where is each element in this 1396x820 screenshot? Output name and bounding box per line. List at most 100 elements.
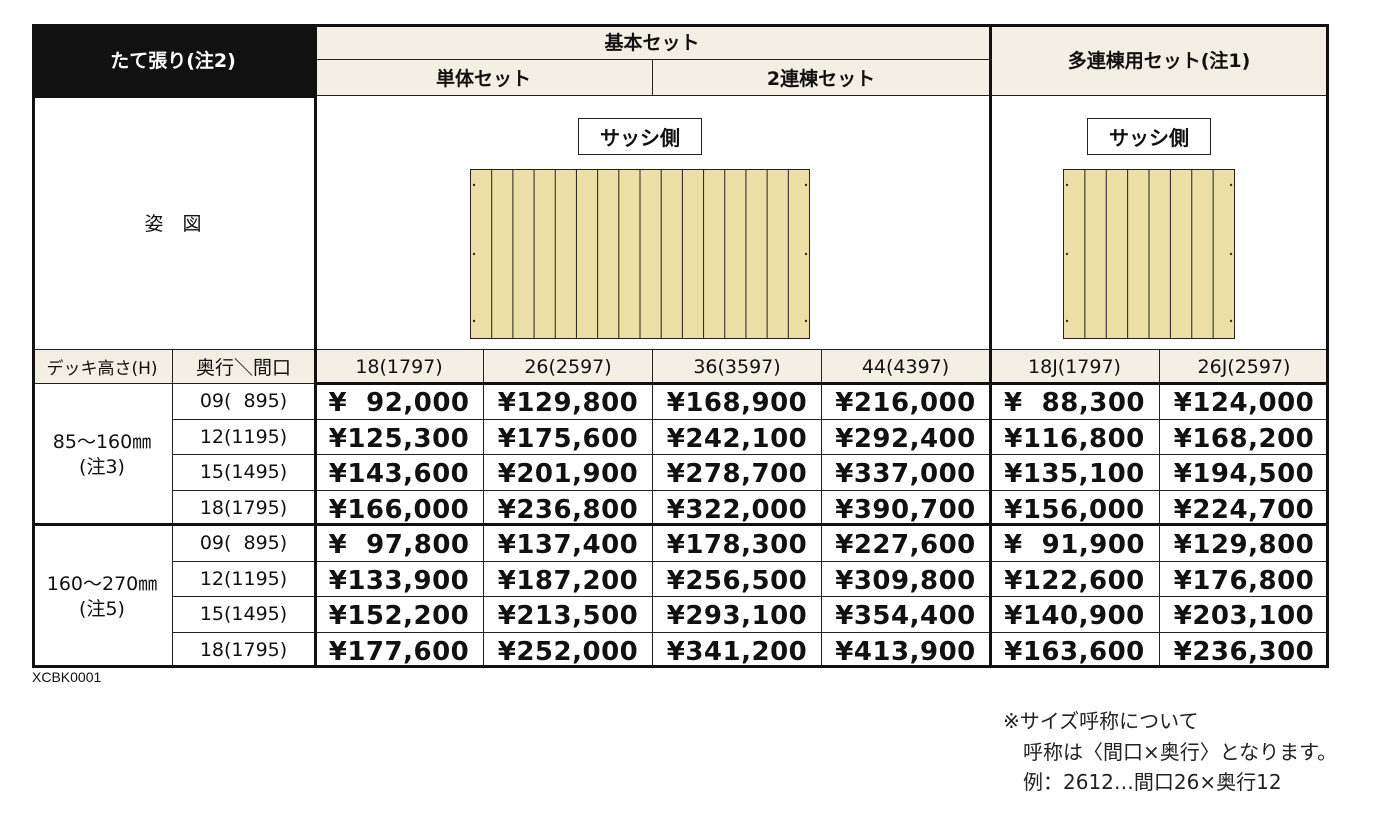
multi-set-label: 多連棟用セット(注1) <box>1067 50 1251 72</box>
price-cell: ¥ 91,900 <box>990 526 1160 562</box>
sash-side-text-basic: サッシ側 <box>600 126 680 150</box>
height-note-label: (注3) <box>79 455 125 478</box>
price-cell: ¥354,400 <box>822 597 990 633</box>
price-cell: ¥178,300 <box>653 526 822 562</box>
price-cell: ¥176,800 <box>1160 561 1329 597</box>
depth-cell: 15(1495) <box>173 455 315 491</box>
depth-width-label: 奥行＼間口 <box>195 357 291 379</box>
column-header: 44(4397) <box>822 350 990 384</box>
sash-side-text-multi: サッシ側 <box>1109 126 1189 150</box>
price-cell: ¥224,700 <box>1160 490 1329 526</box>
price-cell: ¥322,000 <box>653 490 822 526</box>
depth-cell: 18(1795) <box>173 632 315 668</box>
price-cell: ¥227,600 <box>822 526 990 562</box>
price-cell: ¥236,300 <box>1160 632 1329 668</box>
deck-screw-dot <box>472 183 476 187</box>
table-title: たて張り(注2) <box>32 24 315 96</box>
divider-title <box>32 95 315 98</box>
depth-width-header: 奥行＼間口 <box>173 350 315 384</box>
deck-screw-dot <box>1065 183 1069 187</box>
deck-screw-dot <box>472 319 476 323</box>
price-cell: ¥125,300 <box>315 419 484 455</box>
price-cell: ¥175,600 <box>484 419 653 455</box>
multi-set-header: 多連棟用セット(注1) <box>990 24 1329 96</box>
price-cell: ¥177,600 <box>315 632 484 668</box>
depth-cell: 18(1795) <box>173 490 315 526</box>
price-cell: ¥168,900 <box>653 384 822 420</box>
depth-cell: 12(1195) <box>173 419 315 455</box>
basic-set-header: 基本セット <box>315 24 990 60</box>
double-set-label: 2連棟セット <box>766 68 876 90</box>
depth-cell: 15(1495) <box>173 597 315 633</box>
price-cell: ¥122,600 <box>990 561 1160 597</box>
height-range-label: 85～160㎜ <box>52 430 152 453</box>
price-cell: ¥252,000 <box>484 632 653 668</box>
double-set-header: 2連棟セット <box>653 60 990 96</box>
price-cell: ¥124,000 <box>1160 384 1329 420</box>
column-header: 18(1797) <box>315 350 484 384</box>
deck-screw-dot <box>804 183 808 187</box>
product-code: XCBK0001 <box>32 669 102 685</box>
figure-label-text: 姿 図 <box>144 213 202 235</box>
deck-height-group: 160～270㎜ (注5) <box>32 526 173 668</box>
price-cell: ¥256,500 <box>653 561 822 597</box>
note-line-2: 呼称は〈間口×奥行〉となります。 <box>1023 740 1338 764</box>
column-header: 26J(2597) <box>1160 350 1329 384</box>
deck-height-label: デッキ高さ(H) <box>46 359 158 379</box>
deck-screw-dot <box>1229 319 1233 323</box>
deck-screw-dot <box>1229 252 1233 256</box>
price-cell: ¥168,200 <box>1160 419 1329 455</box>
price-cell: ¥156,000 <box>990 490 1160 526</box>
single-set-header: 単体セット <box>315 60 653 96</box>
price-cell: ¥135,100 <box>990 455 1160 491</box>
depth-cell: 12(1195) <box>173 561 315 597</box>
basic-set-label: 基本セット <box>604 32 700 54</box>
price-table: たて張り(注2) 基本セット 単体セット 2連棟セット 多連棟用セット(注1) … <box>32 24 1329 668</box>
price-cell: ¥116,800 <box>990 419 1160 455</box>
price-cell: ¥293,100 <box>653 597 822 633</box>
price-cell: ¥309,800 <box>822 561 990 597</box>
price-cell: ¥201,900 <box>484 455 653 491</box>
price-cell: ¥129,800 <box>1160 526 1329 562</box>
price-cell: ¥ 97,800 <box>315 526 484 562</box>
price-cell: ¥341,200 <box>653 632 822 668</box>
deck-screw-dot <box>1065 252 1069 256</box>
divider-group <box>32 523 1329 526</box>
price-cell: ¥143,600 <box>315 455 484 491</box>
divider-vertical-multi <box>989 24 992 668</box>
deck-screw-dot <box>1229 183 1233 187</box>
deck-diagram-multi <box>1063 169 1235 339</box>
column-header: 18J(1797) <box>990 350 1160 384</box>
price-cell: ¥413,900 <box>822 632 990 668</box>
price-cell: ¥129,800 <box>484 384 653 420</box>
price-cell: ¥ 88,300 <box>990 384 1160 420</box>
deck-screw-dot <box>804 319 808 323</box>
table-title-text: たて張り(注2) <box>110 50 236 72</box>
divider-vertical-main <box>314 24 317 668</box>
deck-height-group: 85～160㎜ (注3) <box>32 384 173 526</box>
price-cell: ¥236,800 <box>484 490 653 526</box>
note-line-3: 例：2612…間口26×奥行12 <box>1023 770 1282 794</box>
depth-cell: 09( 895) <box>173 384 315 420</box>
price-cell: ¥166,000 <box>315 490 484 526</box>
price-cell: ¥213,500 <box>484 597 653 633</box>
price-cell: ¥133,900 <box>315 561 484 597</box>
price-cell: ¥163,600 <box>990 632 1160 668</box>
figure-row-label: 姿 図 <box>32 96 315 350</box>
deck-screw-dot <box>472 252 476 256</box>
price-cell: ¥278,700 <box>653 455 822 491</box>
note-line-1: ※サイズ呼称について <box>1003 709 1199 733</box>
price-cell: ¥ 92,000 <box>315 384 484 420</box>
height-range-label: 160～270㎜ <box>46 572 158 595</box>
price-cell: ¥337,000 <box>822 455 990 491</box>
price-cell: ¥187,200 <box>484 561 653 597</box>
price-cell: ¥216,000 <box>822 384 990 420</box>
price-cell: ¥292,400 <box>822 419 990 455</box>
deck-diagram-basic <box>470 169 810 339</box>
price-cell: ¥203,100 <box>1160 597 1329 633</box>
column-header: 36(3597) <box>653 350 822 384</box>
divider-subheader <box>315 382 1329 385</box>
depth-cell: 09( 895) <box>173 526 315 562</box>
deck-screw-dot <box>804 252 808 256</box>
price-cell: ¥152,200 <box>315 597 484 633</box>
